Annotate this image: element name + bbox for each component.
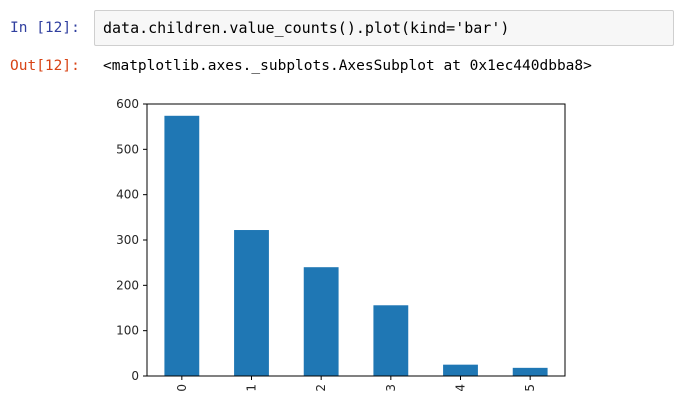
bar-0 [164, 115, 200, 376]
x-tick-label: 0 [175, 384, 189, 392]
x-tick-label: 1 [245, 384, 259, 392]
x-tick-label: 5 [523, 384, 537, 392]
plot-frame [146, 103, 566, 377]
bar-2 [303, 267, 339, 376]
y-tick-label: 200 [116, 278, 139, 292]
y-tick-label: 400 [116, 188, 139, 202]
y-tick-label: 300 [116, 233, 139, 247]
bar-5 [512, 367, 548, 376]
bars-group [164, 115, 548, 376]
bar-1 [234, 230, 269, 376]
input-prompt: In [12]: [10, 20, 80, 36]
output-text: <matplotlib.axes._subplots.AxesSubplot a… [103, 58, 592, 74]
output-prompt: Out[12]: [10, 58, 80, 74]
bar-chart: 0 100 200 300 400 500 600 0 1 2 3 4 5 [116, 97, 566, 392]
code-input-area[interactable]: data.children.value_counts().plot(kind='… [94, 10, 674, 46]
bar-4 [443, 364, 478, 376]
x-tick-label: 4 [454, 384, 468, 392]
y-tick-label: 0 [131, 369, 139, 383]
code-text: data.children.value_counts().plot(kind='… [103, 19, 510, 37]
x-tick-label: 3 [384, 384, 398, 392]
x-tick-label: 2 [314, 384, 328, 392]
bar-3 [373, 305, 409, 376]
y-tick-label: 100 [116, 324, 139, 338]
y-tick-label: 500 [116, 142, 139, 156]
y-tick-label: 600 [116, 97, 139, 111]
y-axis: 0 100 200 300 400 500 600 [116, 97, 147, 383]
x-axis: 0 1 2 3 4 5 [175, 376, 537, 392]
